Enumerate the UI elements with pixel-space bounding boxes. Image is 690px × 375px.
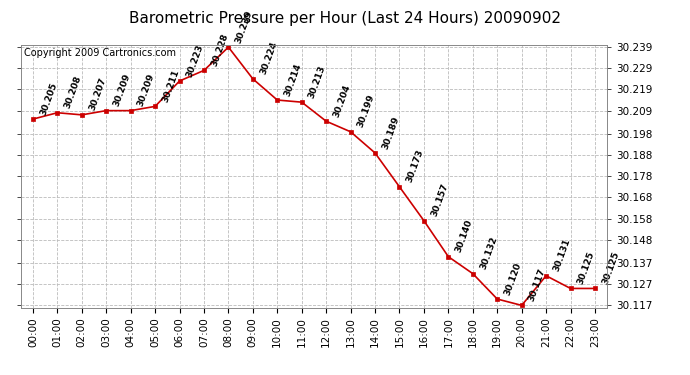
Text: 30.208: 30.208: [63, 75, 83, 110]
Text: 30.239: 30.239: [234, 9, 255, 44]
Text: 30.205: 30.205: [39, 81, 59, 116]
Text: 30.199: 30.199: [356, 93, 377, 129]
Text: 30.125: 30.125: [600, 250, 621, 286]
Text: 30.120: 30.120: [503, 261, 523, 296]
Text: 30.117: 30.117: [527, 267, 548, 303]
Text: 30.173: 30.173: [405, 148, 425, 184]
Text: 30.224: 30.224: [259, 40, 279, 76]
Text: 30.209: 30.209: [112, 72, 132, 108]
Text: 30.214: 30.214: [283, 62, 303, 97]
Text: 30.140: 30.140: [454, 218, 474, 254]
Text: 30.132: 30.132: [478, 236, 499, 271]
Text: 30.131: 30.131: [552, 237, 572, 273]
Text: 30.209: 30.209: [136, 72, 157, 108]
Text: 30.207: 30.207: [88, 76, 108, 112]
Text: 30.223: 30.223: [185, 43, 206, 78]
Text: 30.228: 30.228: [210, 32, 230, 68]
Text: 30.189: 30.189: [381, 115, 401, 150]
Text: 30.125: 30.125: [576, 250, 596, 286]
Text: Barometric Pressure per Hour (Last 24 Hours) 20090902: Barometric Pressure per Hour (Last 24 Ho…: [129, 11, 561, 26]
Text: Copyright 2009 Cartronics.com: Copyright 2009 Cartronics.com: [23, 48, 176, 58]
Text: 30.157: 30.157: [429, 182, 450, 218]
Text: 30.211: 30.211: [161, 68, 181, 104]
Text: 30.213: 30.213: [307, 64, 328, 99]
Text: 30.204: 30.204: [332, 83, 352, 118]
